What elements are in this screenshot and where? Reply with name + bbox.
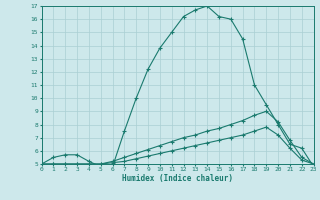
X-axis label: Humidex (Indice chaleur): Humidex (Indice chaleur) bbox=[122, 174, 233, 183]
